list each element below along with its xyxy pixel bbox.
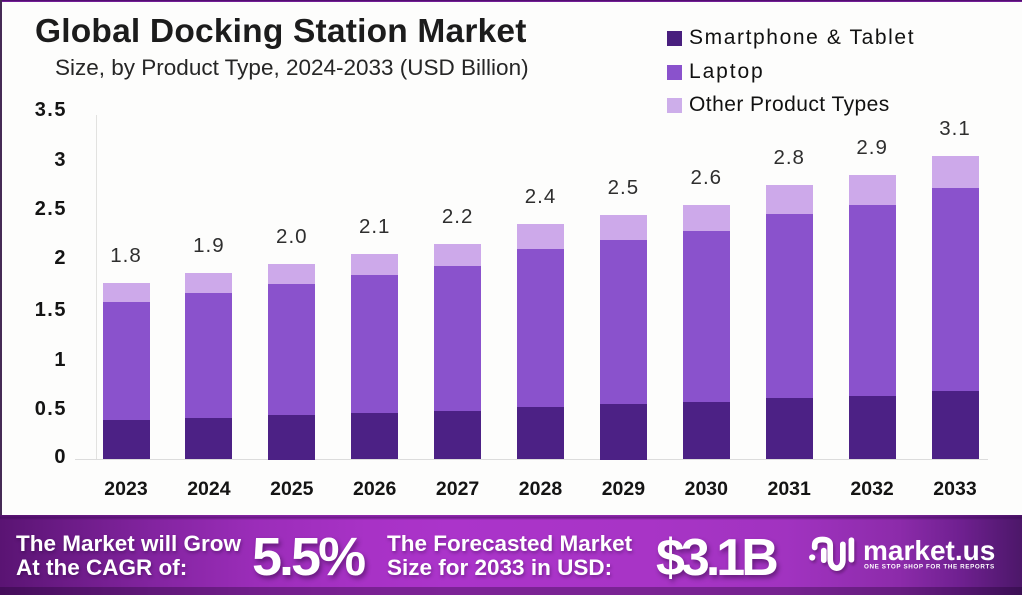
svg-text:market.us: market.us — [863, 535, 995, 566]
svg-text:ONE STOP SHOP FOR THE REPORTS: ONE STOP SHOP FOR THE REPORTS — [864, 564, 995, 571]
